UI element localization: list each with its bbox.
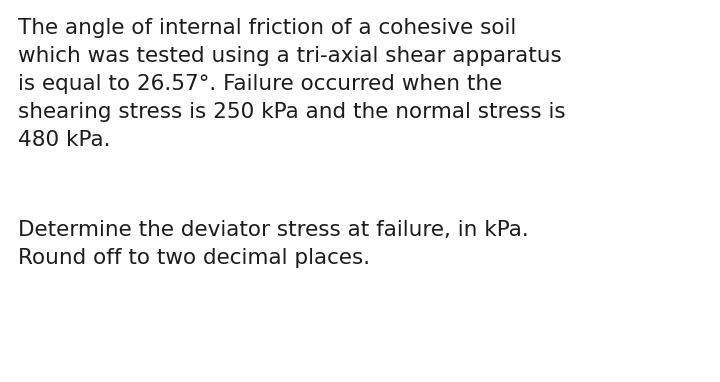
Text: Round off to two decimal places.: Round off to two decimal places. (18, 248, 370, 268)
Text: which was tested using a tri-axial shear apparatus: which was tested using a tri-axial shear… (18, 46, 562, 66)
Text: shearing stress is 250 kPa and the normal stress is: shearing stress is 250 kPa and the norma… (18, 102, 566, 122)
Text: is equal to 26.57°. Failure occurred when the: is equal to 26.57°. Failure occurred whe… (18, 74, 503, 94)
Text: Determine the deviator stress at failure, in kPa.: Determine the deviator stress at failure… (18, 220, 528, 240)
Text: The angle of internal friction of a cohesive soil: The angle of internal friction of a cohe… (18, 18, 516, 38)
Text: 480 kPa.: 480 kPa. (18, 130, 110, 150)
